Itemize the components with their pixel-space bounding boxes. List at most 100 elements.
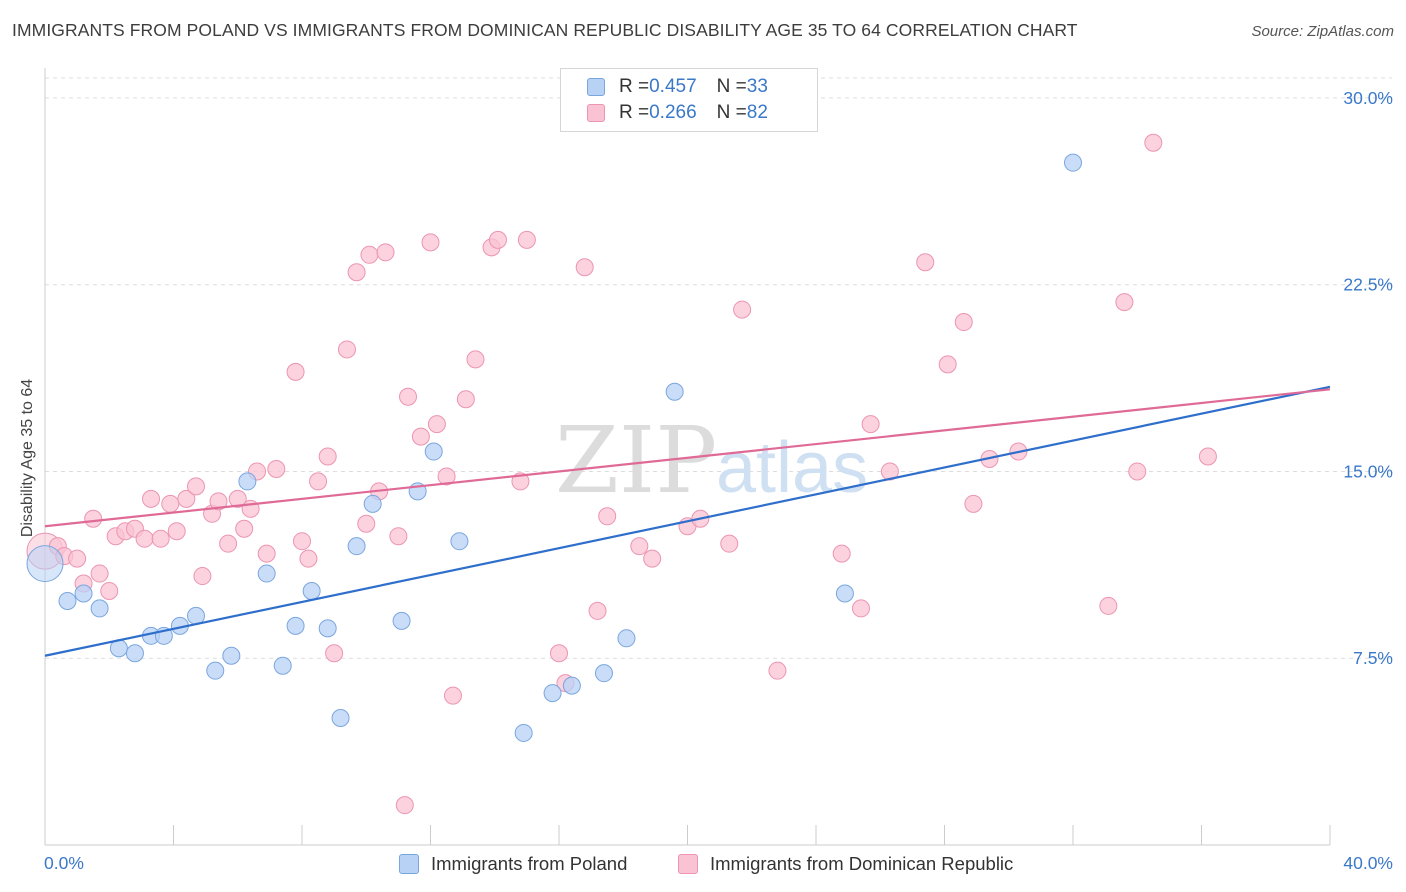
poland-point-25 bbox=[514, 723, 533, 742]
source-credit: Source: ZipAtlas.com bbox=[1251, 23, 1394, 40]
dominican-point-59 bbox=[630, 537, 649, 556]
poland-point-30 bbox=[665, 382, 684, 401]
bottom-legend-swatch-dominican bbox=[678, 854, 698, 874]
dominican-point-36 bbox=[357, 514, 376, 533]
dominican-point-73 bbox=[964, 494, 983, 513]
axes bbox=[44, 68, 1331, 846]
dominican-point-26 bbox=[257, 544, 276, 563]
dominican-point-54 bbox=[550, 644, 568, 663]
dominican-point-21 bbox=[219, 534, 238, 553]
legend-r-value-poland: 0.457 bbox=[649, 76, 697, 97]
dominican-point-33 bbox=[325, 644, 344, 663]
poland-point-28 bbox=[594, 664, 613, 683]
dominican-point-64 bbox=[733, 300, 752, 319]
dominican-point-20 bbox=[209, 492, 228, 511]
dominican-point-70 bbox=[916, 253, 935, 272]
poland-point-13 bbox=[257, 564, 276, 583]
poland-point-0 bbox=[26, 545, 64, 583]
poland-point-2 bbox=[74, 584, 93, 603]
poland-point-31 bbox=[835, 584, 854, 603]
poland-point-14 bbox=[273, 656, 292, 675]
poland-point-27 bbox=[562, 676, 581, 695]
dominican-point-22 bbox=[228, 489, 247, 508]
poland-point-11 bbox=[222, 646, 241, 665]
poland-point-18 bbox=[331, 708, 350, 727]
dominican-point-28 bbox=[286, 362, 305, 381]
legend-r-label-dominican: R = bbox=[619, 102, 650, 123]
dominican-point-79 bbox=[1144, 133, 1163, 152]
bottom-legend-swatch-poland bbox=[399, 854, 419, 874]
y-tick-label-0: 7.5% bbox=[1353, 648, 1393, 668]
dominican-point-13 bbox=[151, 529, 170, 548]
tick-labels: 7.5% 15.0% 22.5% 30.0% 0.0% 40.0% bbox=[44, 88, 1393, 873]
dominican-point-65 bbox=[768, 661, 787, 680]
y-tick-label-1: 15.0% bbox=[1343, 461, 1393, 481]
dominican-point-15 bbox=[167, 522, 186, 541]
poland-point-15 bbox=[286, 616, 305, 635]
legend-n-label-dominican: N = bbox=[716, 102, 747, 123]
legend-row-dominican: R = 0.266 N = 82 bbox=[587, 102, 768, 124]
dominican-point-6 bbox=[90, 564, 109, 583]
dominican-point-48 bbox=[456, 390, 475, 409]
bottom-legend-poland: Immigrants from Poland bbox=[399, 852, 627, 876]
dominican-point-27 bbox=[267, 459, 286, 478]
poland-point-32 bbox=[1064, 153, 1082, 172]
poland-point-16 bbox=[302, 581, 321, 600]
poland-point-5 bbox=[125, 644, 144, 663]
dominican-point-78 bbox=[1128, 462, 1147, 481]
grid-lines bbox=[45, 77, 1392, 659]
dominican-point-37 bbox=[360, 245, 379, 264]
dominican-point-30 bbox=[299, 549, 318, 568]
dominican-point-47 bbox=[443, 686, 462, 705]
legend-swatch-dominican bbox=[587, 104, 605, 122]
dominican-point-14 bbox=[161, 494, 180, 513]
poland-point-19 bbox=[347, 537, 366, 556]
dominican-trend-line bbox=[44, 388, 1331, 528]
y-tick-label-3: 30.0% bbox=[1343, 88, 1393, 108]
dominican-point-7 bbox=[100, 581, 119, 600]
dominican-point-17 bbox=[186, 477, 205, 496]
poland-point-20 bbox=[363, 494, 382, 513]
y-axis-label: Disability Age 35 to 64 bbox=[19, 378, 36, 538]
legend-n-label-poland: N = bbox=[716, 76, 747, 97]
dominican-point-31 bbox=[309, 472, 328, 491]
poland-point-21 bbox=[392, 611, 411, 630]
dominican-point-46 bbox=[437, 467, 456, 486]
dominican-point-42 bbox=[399, 387, 418, 406]
dominican-point-12 bbox=[142, 489, 161, 508]
dominican-point-63 bbox=[720, 534, 739, 553]
dominican-point-67 bbox=[851, 599, 870, 618]
dominican-point-3 bbox=[68, 549, 87, 568]
y-tick-label-2: 22.5% bbox=[1343, 275, 1393, 295]
dominican-point-66 bbox=[832, 544, 851, 563]
dominican-point-18 bbox=[193, 567, 212, 586]
poland-point-23 bbox=[424, 442, 443, 461]
dominican-point-68 bbox=[861, 415, 880, 434]
legend-r-value-dominican: 0.266 bbox=[649, 102, 697, 123]
dominican-point-51 bbox=[488, 230, 507, 249]
legend-row-poland: R = 0.457 N = 33 bbox=[587, 76, 768, 98]
legend-n-value-dominican: 82 bbox=[746, 102, 768, 123]
dominican-point-39 bbox=[376, 243, 395, 262]
dominican-point-76 bbox=[1099, 596, 1118, 615]
x-tick-label-min: 0.0% bbox=[44, 853, 84, 873]
dominican-point-29 bbox=[293, 532, 311, 551]
watermark: ZIP atlas bbox=[555, 407, 868, 514]
x-tick-label-max: 40.0% bbox=[1343, 853, 1393, 873]
dominican-point-45 bbox=[427, 415, 446, 434]
dominican-point-77 bbox=[1115, 293, 1134, 312]
dominican-point-52 bbox=[511, 472, 530, 491]
poland-point-12 bbox=[238, 472, 257, 491]
dominican-point-44 bbox=[421, 233, 440, 252]
dominican-point-16 bbox=[177, 489, 196, 508]
dominican-point-72 bbox=[954, 313, 973, 332]
poland-point-24 bbox=[450, 532, 469, 551]
dominican-point-23 bbox=[235, 519, 254, 538]
dominican-point-34 bbox=[337, 340, 356, 359]
watermark-zip: ZIP bbox=[555, 407, 717, 514]
poland-trend-line bbox=[44, 385, 1331, 657]
dominican-point-35 bbox=[347, 263, 366, 282]
correlation-legend: R = 0.457 N = 33 R = 0.266 N = 82 bbox=[560, 68, 818, 132]
poland-point-10 bbox=[206, 661, 225, 680]
dominican-point-80 bbox=[1198, 447, 1217, 466]
